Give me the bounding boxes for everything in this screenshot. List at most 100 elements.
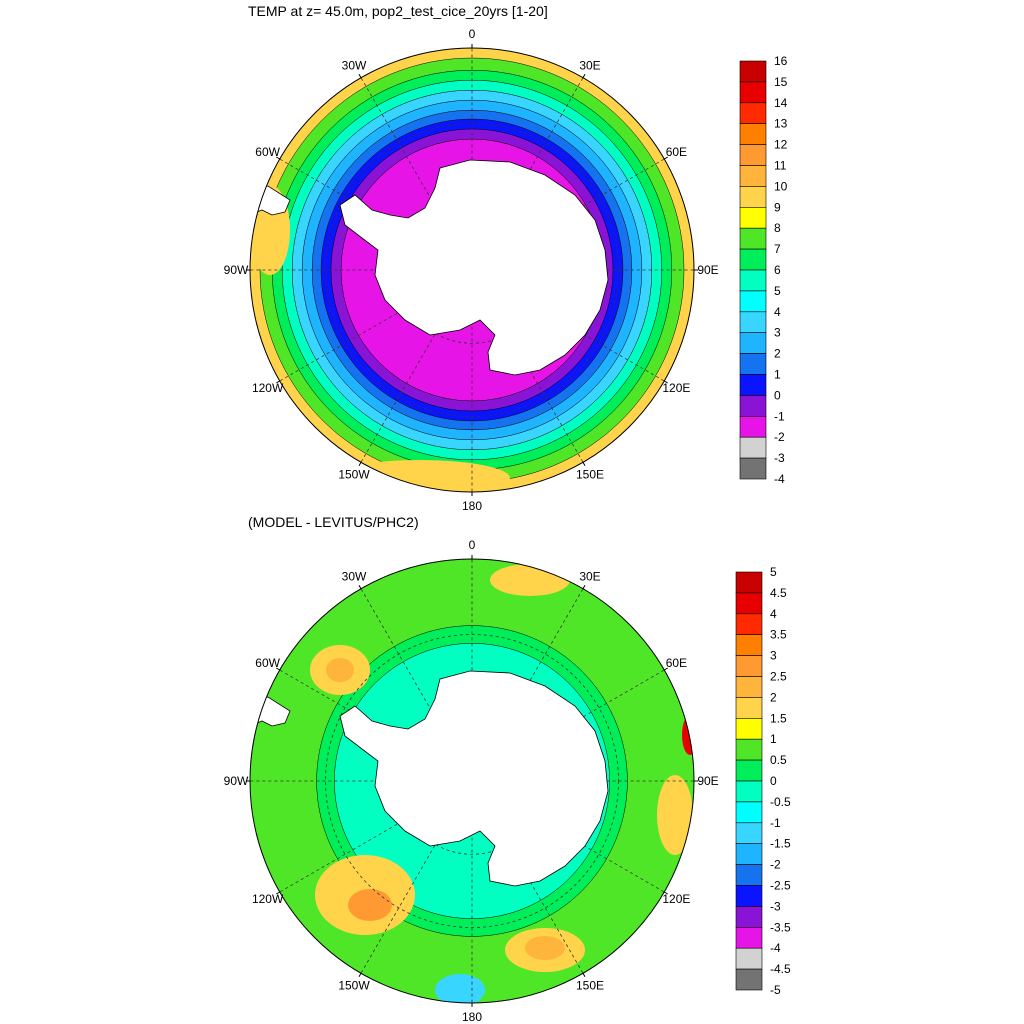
longitude-tick: [276, 891, 280, 895]
longitude-label: 90W: [224, 774, 249, 788]
longitude-label: 180: [462, 499, 482, 513]
longitude-tick: [276, 380, 280, 384]
longitude-tick: [358, 74, 362, 78]
colorbar-tick-label: 2: [774, 347, 781, 361]
longitude-tick: [582, 585, 586, 589]
longitude-label: 60E: [666, 656, 687, 670]
anomaly-blob-east: [657, 775, 693, 855]
colorbar-swatch: [739, 332, 767, 354]
longitude-label: 150W: [338, 467, 370, 481]
colorbar-tick-label: 2.5: [770, 670, 787, 684]
longitude-tick: [358, 973, 362, 977]
antarctica-landmass: [339, 159, 609, 376]
anomaly-hotspot-east: [682, 715, 694, 755]
longitude-label: 30W: [342, 570, 367, 584]
longitude-label: 0: [469, 538, 476, 552]
longitude-label: 120W: [252, 892, 284, 906]
longitude-label: 90W: [224, 263, 249, 277]
colorbar-tick-label: 7: [774, 242, 781, 256]
colorbar-tick-label: 14: [774, 96, 788, 110]
latitude-circle: [325, 634, 619, 928]
longitude-tick: [664, 667, 668, 671]
longitude-tick: [358, 585, 362, 589]
colorbar-swatch: [739, 353, 767, 375]
colorbar-swatch: [735, 780, 763, 803]
longitude-label: 180: [462, 1010, 482, 1024]
longitude-label: 120E: [662, 381, 690, 395]
longitude-label: 60W: [255, 145, 280, 159]
colorbar-tick-label: -1.5: [770, 837, 791, 851]
colorbar-swatch: [739, 457, 767, 480]
colorbar-tick-label: 4: [774, 305, 781, 319]
colorbar-swatch: [735, 968, 763, 991]
colorbar-swatch: [735, 801, 763, 824]
colorbar-tick-label: 0.5: [770, 753, 787, 767]
latitude-circle: [325, 123, 619, 417]
colorbar-tick-label: -3.5: [770, 920, 791, 934]
longitude-tick: [582, 973, 586, 977]
colorbar-tick-label: 5: [774, 284, 781, 298]
colorbar-tick-label: 0: [770, 774, 777, 788]
colorbar-tick-label: 3.5: [770, 628, 787, 642]
colorbar-tick-label: 15: [774, 75, 788, 89]
colorbar-tick-label: 5: [770, 565, 777, 579]
colorbar-swatch: [739, 207, 767, 229]
colorbar-swatch: [739, 290, 767, 313]
longitude-tick: [358, 462, 362, 466]
anomaly-blob-pacific-core: [348, 889, 392, 921]
longitude-label: 30E: [579, 59, 600, 73]
colorbar-tick-label: 2: [770, 690, 777, 704]
colorbar-tick-label: 3: [770, 649, 777, 663]
colorbar-tick-label: -1: [770, 816, 781, 830]
colorbar-swatch: [739, 81, 767, 104]
colorbar-tick-label: 9: [774, 200, 781, 214]
colorbar-tick-label: 1: [770, 732, 777, 746]
colorbar-tick-label: -0.5: [770, 795, 791, 809]
colorbar-swatch: [735, 655, 763, 677]
colorbar-swatch: [739, 436, 767, 459]
colorbar-tick-label: -5: [770, 983, 781, 997]
colorbar-tick-label: 4: [770, 607, 777, 621]
colorbar-swatch: [735, 717, 763, 740]
colorbar-swatch: [735, 697, 763, 719]
longitude-label: 30E: [579, 570, 600, 584]
panel-2-colorbar: 5 4.5 4 3.5 3 2.5 2 1.5 1 0.5 0 -0.5 -1 -1.5 -2 -2.5 -3 -…: [735, 565, 791, 997]
longitude-tick: [664, 380, 668, 384]
colorbar-tick-label: -2.5: [770, 879, 791, 893]
panel-2-longitude-labels: 0 30E 60E 90E 120E 150E 180 150W 120W 90W 60W 30W: [224, 538, 719, 1024]
colorbar-tick-label: -1: [774, 409, 785, 423]
longitude-label: 150E: [576, 467, 604, 481]
longitude-label: 150W: [338, 978, 370, 992]
colorbar-tick-label: -2: [774, 430, 785, 444]
colorbar-swatch: [739, 227, 767, 250]
colorbar-tick-label: 6: [774, 263, 781, 277]
colorbar-swatch: [735, 926, 763, 949]
colorbar-swatch: [739, 186, 767, 208]
colorbar-tick-label: -4: [774, 472, 785, 486]
longitude-label: 30W: [342, 59, 367, 73]
colorbar-tick-label: -4.5: [770, 962, 791, 976]
colorbar-tick-label: 1.5: [770, 711, 787, 725]
longitude-tick: [582, 74, 586, 78]
colorbar-swatch: [735, 864, 763, 886]
colorbar-swatch: [735, 906, 763, 928]
colorbar-swatch: [735, 613, 763, 635]
colorbar-swatch: [739, 60, 767, 83]
colorbar-tick-label: 8: [774, 221, 781, 235]
longitude-label: 90E: [697, 263, 718, 277]
colorbar-tick-label: 16: [774, 54, 788, 68]
colorbar-swatch: [735, 822, 763, 844]
colorbar-swatch: [739, 269, 767, 292]
colorbar-swatch: [735, 843, 763, 865]
colorbar-swatch: [735, 885, 763, 907]
colorbar-swatch: [739, 415, 767, 438]
longitude-label: 120W: [252, 381, 284, 395]
colorbar-tick-label: -3: [774, 451, 785, 465]
colorbar-swatch: [735, 592, 763, 615]
panel-1-title: TEMP at z= 45.0m, pop2_test_cice_20yrs […: [248, 3, 548, 19]
panel-1-longitude-labels: 0 30E 60E 90E 120E 150E 180 150W 120W 90W 60W 30W: [224, 27, 719, 513]
colorbar-swatch: [735, 947, 763, 970]
longitude-tick: [276, 667, 280, 671]
